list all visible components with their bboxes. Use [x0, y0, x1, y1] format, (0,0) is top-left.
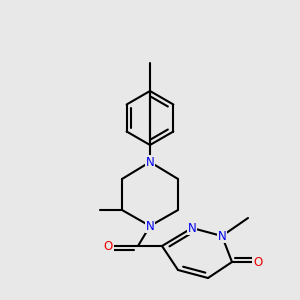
- Text: N: N: [188, 221, 196, 235]
- Text: N: N: [146, 220, 154, 232]
- Text: N: N: [146, 155, 154, 169]
- Text: O: O: [254, 256, 262, 268]
- Text: N: N: [218, 230, 226, 242]
- Text: O: O: [103, 239, 112, 253]
- Text: N: N: [146, 155, 154, 169]
